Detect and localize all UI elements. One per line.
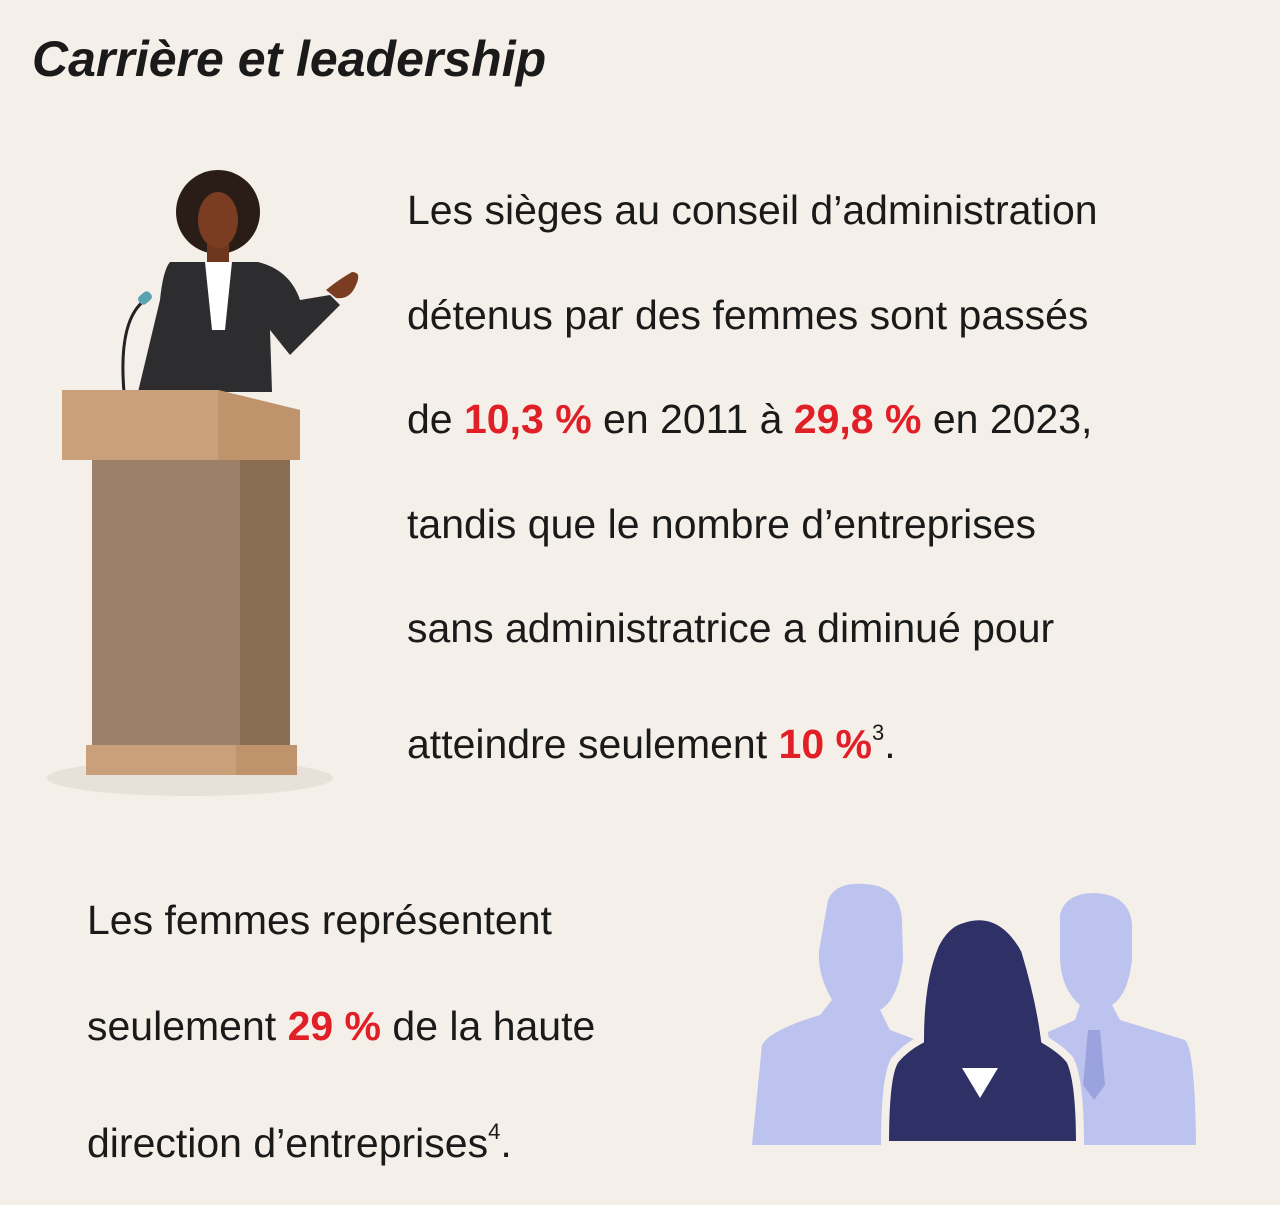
mic-stand — [121, 298, 146, 393]
text-line: sans administratrice a diminué pour — [407, 604, 1054, 652]
text-line: détenus par des femmes sont passés — [407, 291, 1088, 339]
text-run: seulement — [87, 1003, 288, 1049]
highlight-figure: 10 % — [778, 720, 872, 767]
text-line: Les femmes représentent — [87, 896, 552, 944]
podium-top-side — [218, 390, 300, 460]
podium-base-side — [236, 745, 297, 775]
footnote-ref: 3 — [871, 719, 885, 745]
text-run: Les femmes représentent — [87, 897, 552, 943]
text-run: en 2023, — [921, 396, 1093, 442]
text-line: atteindre seulement 10 %3. — [407, 709, 896, 768]
text-run: en 2011 à — [591, 396, 794, 442]
podium-body — [92, 460, 240, 745]
text-line: tandis que le nombre d’entreprises — [407, 500, 1036, 548]
text-run: atteindre seulement — [407, 720, 779, 767]
text-run: de la haute — [381, 1003, 596, 1049]
highlight-figure: 10,3 % — [464, 396, 592, 442]
collar — [962, 1068, 998, 1098]
text-run: sans administratrice a diminué pour — [407, 605, 1055, 651]
text-run: tandis que le nombre d’entreprises — [407, 500, 1037, 547]
highlight-figure: 29 % — [287, 1003, 382, 1049]
mic — [138, 291, 152, 305]
text-line: de 10,3 % en 2011 à 29,8 % en 2023, — [407, 395, 1092, 443]
text-run: de — [407, 396, 464, 442]
hand — [326, 272, 359, 299]
text-line: Les sièges au conseil d’administration — [407, 186, 1098, 234]
podium-base — [86, 745, 236, 775]
text-line: seulement 29 % de la haute — [87, 1002, 595, 1050]
podium-body-side — [240, 460, 290, 745]
text-run: direction d’entreprises — [87, 1120, 489, 1166]
person-front — [880, 912, 1085, 1149]
title: Carrière et leadership — [32, 31, 547, 87]
text-run: Les sièges au conseil d’administration — [407, 187, 1098, 233]
text-line: direction d’entreprises4. — [87, 1108, 512, 1167]
shirt — [205, 262, 232, 330]
text-run: . — [500, 1120, 512, 1166]
jacket — [138, 262, 340, 392]
face — [198, 192, 238, 248]
text-run: . — [884, 720, 896, 767]
text-run: détenus par des femmes sont passés — [407, 291, 1089, 338]
tie — [1083, 1030, 1105, 1100]
footnote-ref: 4 — [488, 1119, 501, 1144]
highlight-figure: 29,8 % — [793, 396, 922, 442]
